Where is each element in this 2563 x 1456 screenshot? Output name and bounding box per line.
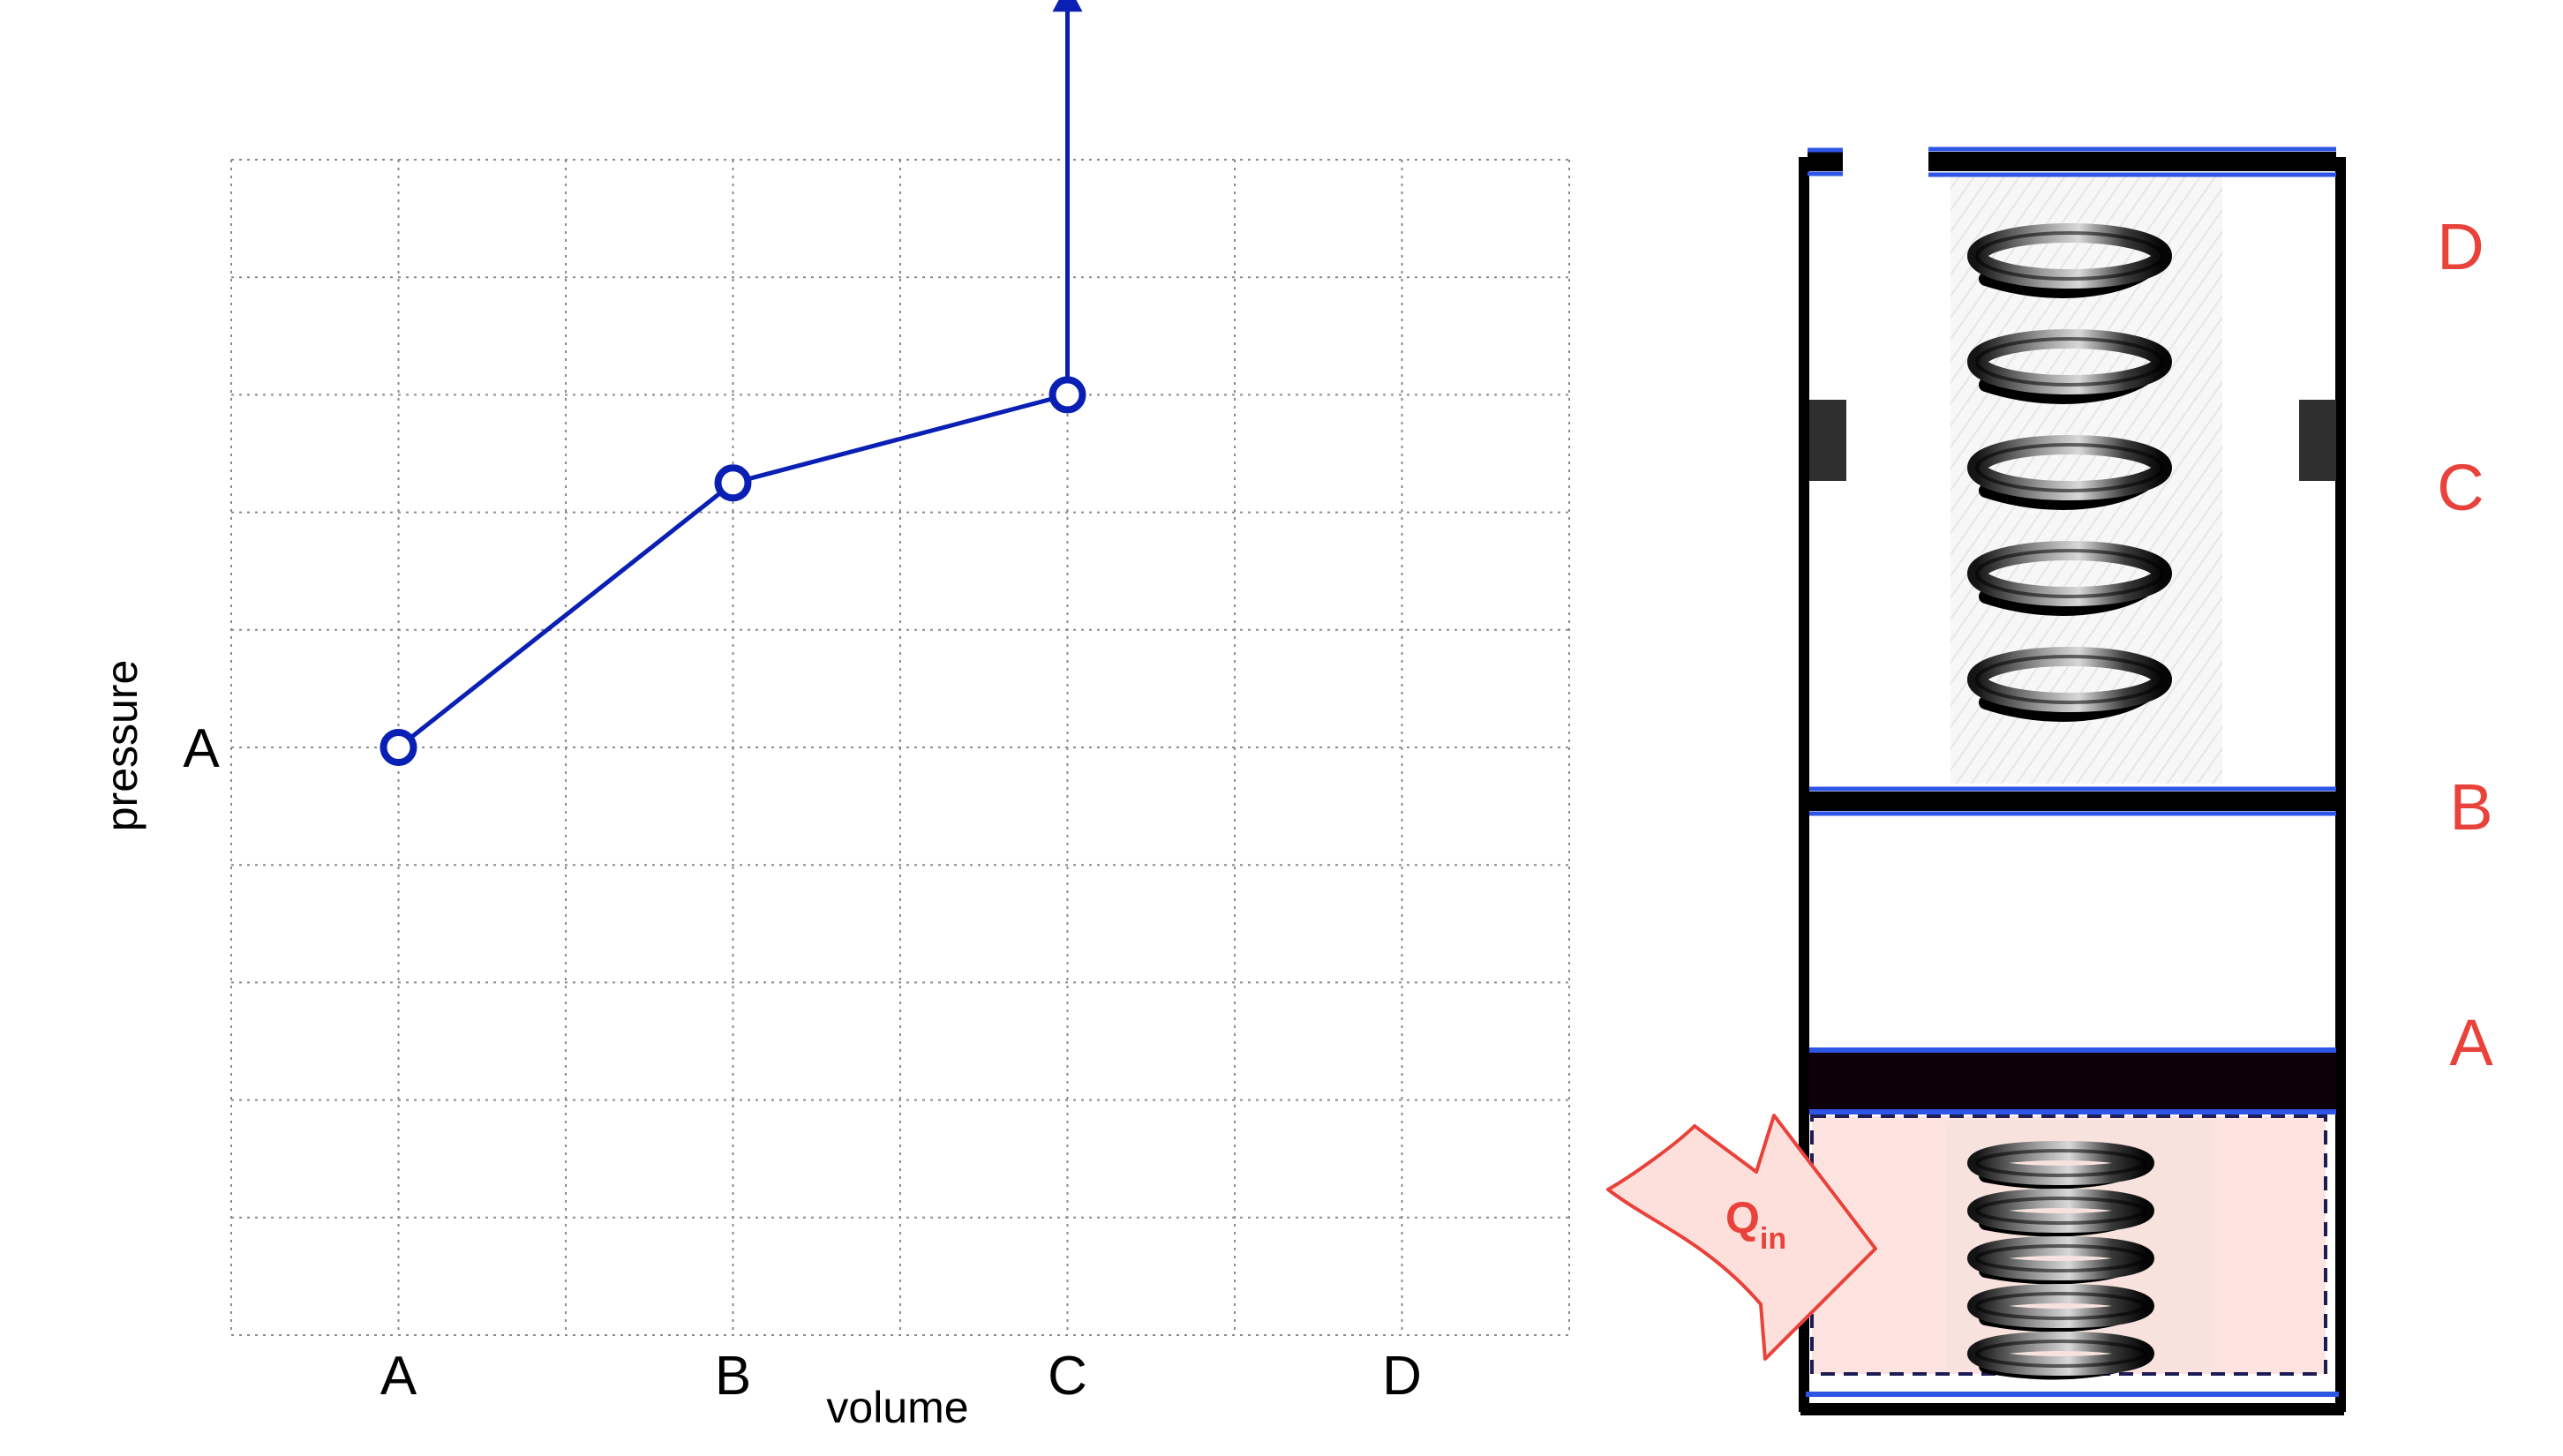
right-stop-block <box>2299 400 2336 481</box>
state-point <box>380 729 417 766</box>
spring-coil-edge <box>1975 443 2164 492</box>
piston-position-b <box>1809 786 2336 816</box>
top-plate <box>1808 146 2336 177</box>
stage-label-b: B <box>2449 770 2492 844</box>
stage-label-c: C <box>2437 451 2484 524</box>
spring-coil-edge <box>1975 337 2164 387</box>
piston-position-a <box>1809 1047 2336 1115</box>
chart-ticks: A B C D A <box>183 718 1422 1407</box>
y-axis-label: pressure <box>97 660 147 832</box>
pv-chart: A B C D A volume pressure <box>97 0 1570 1432</box>
x-tick-label: C <box>1048 1346 1087 1407</box>
state-point <box>714 464 752 502</box>
left-stop-block <box>1809 400 1846 481</box>
stage-label-d: D <box>2437 210 2484 283</box>
stage-label-a: A <box>2449 1006 2493 1079</box>
state-point <box>1048 376 1086 414</box>
y-tick-label: A <box>183 718 220 779</box>
spring-coil-edge <box>1975 1340 2146 1368</box>
spring-coil-edge <box>1975 1244 2146 1272</box>
chart-grid <box>230 159 1570 1336</box>
spring-coil-edge <box>1975 549 2164 598</box>
lower-spring <box>1967 1141 2154 1380</box>
x-tick-label: B <box>715 1346 751 1407</box>
x-tick-label: D <box>1382 1346 1422 1407</box>
spring-coil-edge <box>1975 231 2164 281</box>
spring-coil-edge <box>1975 1292 2146 1320</box>
spring-coil-edge <box>1975 1149 2146 1177</box>
process-path <box>380 0 1086 766</box>
process-arrow-head <box>1052 0 1083 12</box>
heat-input-arrow: Qin <box>1606 1114 1877 1361</box>
x-tick-label: A <box>380 1346 417 1407</box>
spring-coil-edge <box>1975 1197 2146 1225</box>
heat-label: Qin <box>1725 1193 1786 1256</box>
piston-cylinder-diagram: Qin D C B A <box>1606 146 2493 1415</box>
spring-coil-edge <box>1975 655 2164 704</box>
upper-spring <box>1967 223 2172 722</box>
x-axis-label: volume <box>826 1383 968 1432</box>
